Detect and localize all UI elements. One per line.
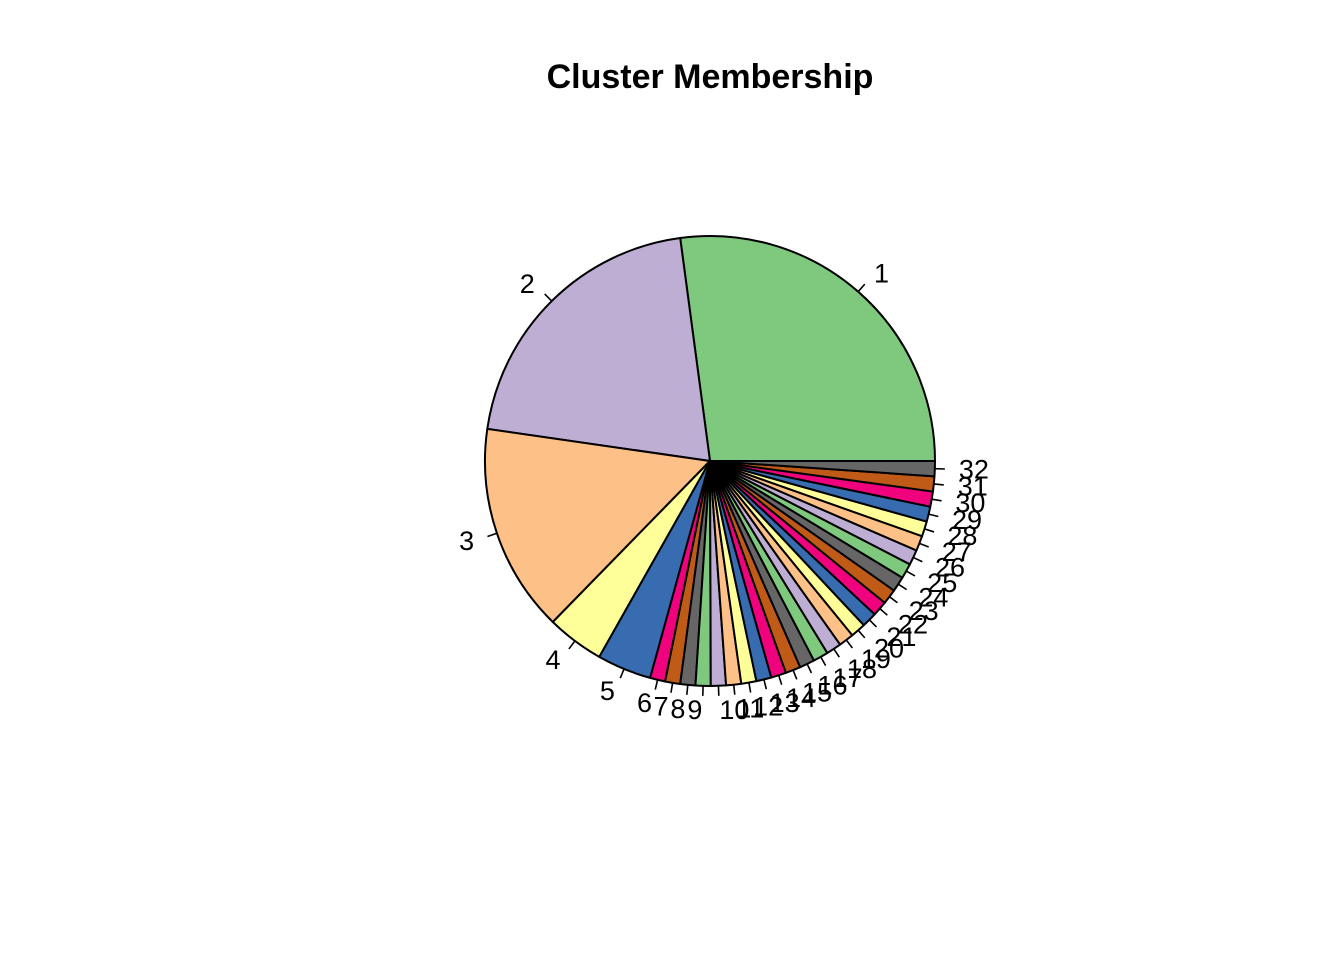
pie-tick-25 bbox=[905, 570, 916, 577]
pie-tick-12 bbox=[748, 682, 752, 693]
pie-tick-22 bbox=[879, 608, 888, 616]
pie-label-ticks bbox=[487, 283, 945, 696]
pie-tick-18 bbox=[833, 648, 840, 658]
pie-label-30: 30 bbox=[955, 488, 985, 518]
pie-label-15: 15 bbox=[802, 677, 832, 707]
pie-tick-1 bbox=[857, 283, 866, 293]
pie-tick-29 bbox=[928, 513, 939, 518]
pie-tick-31 bbox=[933, 483, 944, 486]
pie-tick-3 bbox=[487, 532, 498, 538]
pie-label-26: 26 bbox=[935, 553, 965, 583]
pie-label-28: 28 bbox=[947, 521, 977, 551]
pie-label-27: 27 bbox=[942, 537, 972, 567]
pie-slice-1 bbox=[679, 235, 936, 462]
pie-tick-17 bbox=[820, 656, 827, 666]
pie-label-7: 7 bbox=[654, 692, 669, 722]
pie-label-16: 16 bbox=[817, 671, 847, 701]
pie-slices bbox=[484, 235, 937, 688]
pie-label-5: 5 bbox=[600, 676, 615, 706]
pie-slice-3 bbox=[484, 427, 711, 623]
pie-tick-27 bbox=[919, 542, 929, 548]
pie-label-13: 13 bbox=[770, 688, 800, 718]
pie-tick-28 bbox=[924, 528, 935, 533]
pie-label-2: 2 bbox=[520, 269, 535, 299]
pie-tick-26 bbox=[912, 556, 923, 563]
pie-tick-2 bbox=[544, 293, 553, 302]
pie-label-11: 11 bbox=[736, 694, 764, 724]
pie-tick-8 bbox=[686, 684, 689, 695]
pie-tick-7 bbox=[670, 682, 674, 693]
pie-tick-14 bbox=[777, 675, 783, 686]
pie-label-9: 9 bbox=[687, 695, 702, 725]
pie-label-1: 1 bbox=[874, 259, 889, 289]
pie-tick-30 bbox=[931, 498, 942, 502]
pie-label-25: 25 bbox=[927, 568, 957, 598]
pie-label-29: 29 bbox=[952, 505, 982, 535]
pie-tick-21 bbox=[868, 619, 878, 628]
pie-label-6: 6 bbox=[637, 688, 652, 718]
pie-tick-6 bbox=[654, 679, 659, 690]
pie-tick-20 bbox=[857, 629, 866, 639]
pie-tick-19 bbox=[845, 639, 854, 649]
pie-tick-5 bbox=[619, 668, 625, 679]
chart-title: Cluster Membership bbox=[546, 58, 874, 96]
pie-label-17: 17 bbox=[833, 663, 863, 693]
pie-label-22: 22 bbox=[898, 609, 928, 639]
pie-label-4: 4 bbox=[545, 645, 560, 675]
pie-tick-16 bbox=[806, 663, 813, 674]
pie-label-18: 18 bbox=[847, 654, 877, 684]
pie-label-21: 21 bbox=[886, 622, 916, 652]
pie-label-3: 3 bbox=[459, 526, 474, 556]
pie-label-23: 23 bbox=[909, 596, 939, 626]
pie-tick-11 bbox=[732, 684, 736, 695]
pie-label-14: 14 bbox=[786, 683, 816, 713]
pie-label-12: 12 bbox=[753, 691, 783, 721]
pie-label-10: 10 bbox=[719, 695, 749, 725]
pie-tick-13 bbox=[763, 679, 768, 690]
pie-label-19: 19 bbox=[861, 644, 891, 674]
pie-tick-24 bbox=[897, 583, 908, 591]
pie-label-31: 31 bbox=[958, 471, 988, 501]
pie-label-32: 32 bbox=[959, 454, 989, 484]
pie-label-24: 24 bbox=[918, 582, 948, 612]
pie-tick-23 bbox=[888, 596, 898, 604]
pie-label-8: 8 bbox=[670, 694, 685, 724]
pie-tick-15 bbox=[792, 669, 798, 680]
pie-tick-4 bbox=[568, 640, 576, 650]
pie-label-20: 20 bbox=[874, 633, 904, 663]
